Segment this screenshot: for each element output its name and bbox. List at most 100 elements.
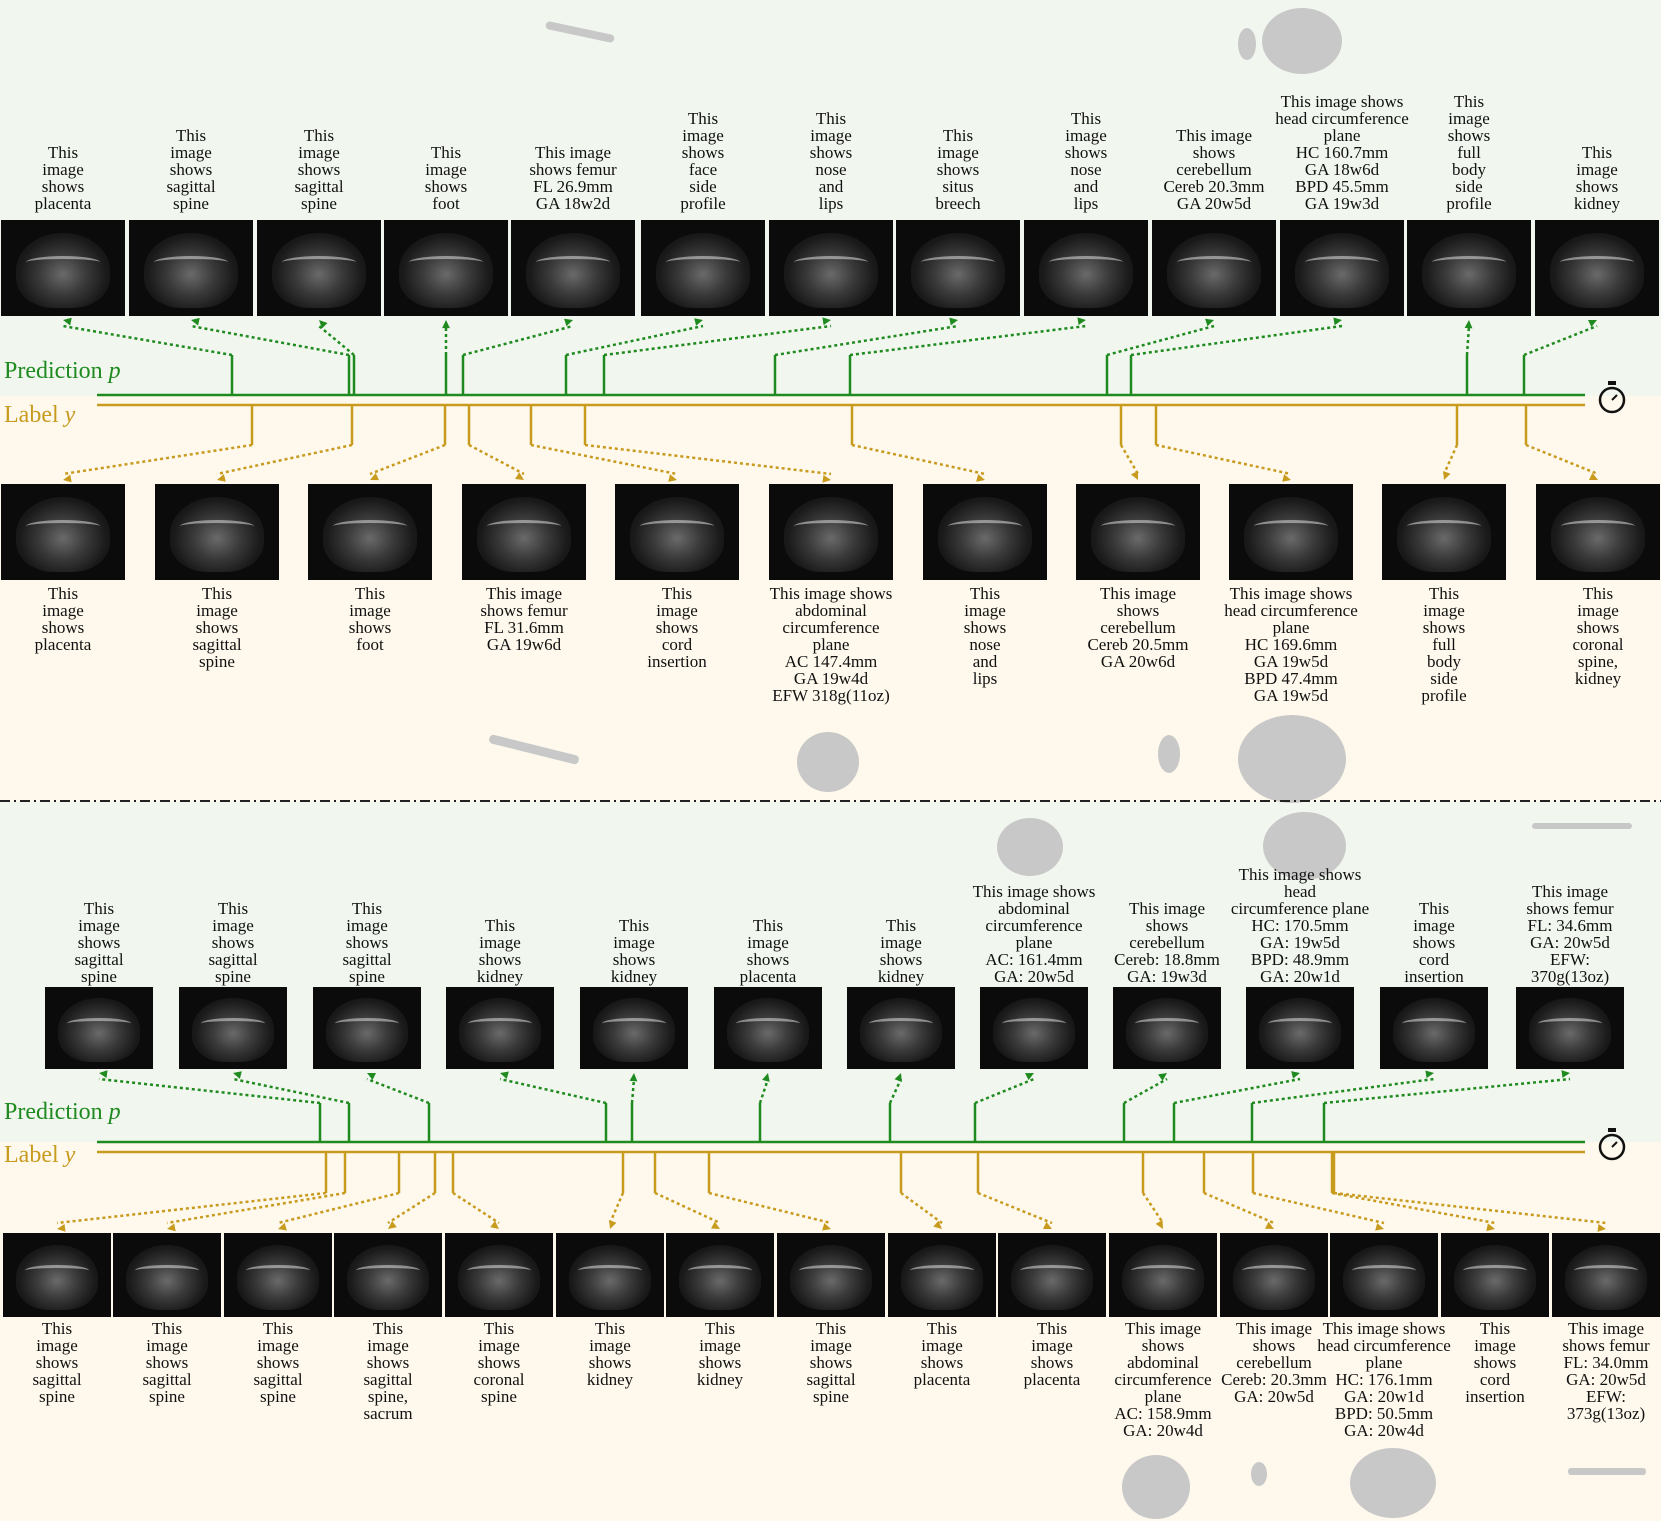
label-arrow xyxy=(1331,1191,1496,1225)
label-arrow xyxy=(977,1191,1053,1225)
prediction-ultrasound-image xyxy=(714,987,822,1069)
label-ultrasound-image xyxy=(1382,484,1506,580)
arrow-head xyxy=(370,473,379,481)
prediction-caption: This image shows foot xyxy=(424,143,468,213)
prediction-caption: This image shows head circumference plan… xyxy=(1230,865,1370,986)
label-ultrasound-image xyxy=(888,1233,996,1317)
arrow-head xyxy=(1043,1221,1052,1229)
head-mask-shape xyxy=(1263,812,1346,880)
prediction-legend-text: Prediction xyxy=(4,358,109,384)
prediction-arrow xyxy=(603,324,832,357)
label-arrow xyxy=(62,443,253,476)
arrow-head xyxy=(1291,1071,1300,1079)
label-caption: This image shows head circumference plan… xyxy=(1224,584,1358,705)
arrow-head xyxy=(822,317,831,326)
prediction-ultrasound-image xyxy=(1113,987,1221,1069)
prediction-legend-text: Prediction xyxy=(4,1099,109,1125)
prediction-arrow xyxy=(499,1077,607,1105)
arrow-head xyxy=(1025,1073,1034,1081)
arrow-head xyxy=(1561,1070,1570,1078)
cerebellum-mask-shape xyxy=(1158,735,1180,773)
label-arrow xyxy=(387,1191,436,1225)
prediction-ultrasound-image xyxy=(1535,220,1659,316)
arrow-head xyxy=(319,320,328,329)
prediction-ultrasound-image xyxy=(896,220,1020,316)
label-caption: This image shows cerebellum Cereb 20.5mm… xyxy=(1087,584,1189,671)
prediction-caption: This image shows placenta xyxy=(739,916,797,986)
label-legend-text: Label xyxy=(4,402,65,428)
label-legend: Label y xyxy=(4,402,75,429)
arrow-head xyxy=(217,474,226,482)
arrow-head xyxy=(1282,474,1291,482)
prediction-caption: This image shows head circumference plan… xyxy=(1275,92,1409,213)
label-caption: This image shows sagittal spine xyxy=(192,584,242,671)
arrow-head xyxy=(822,474,831,483)
arrow-head xyxy=(933,1220,942,1229)
arrow-head xyxy=(1425,1070,1434,1079)
label-arrow xyxy=(468,443,525,476)
head-mask-shape xyxy=(1262,8,1342,74)
label-ultrasound-image xyxy=(1109,1233,1217,1317)
label-arrow xyxy=(608,1192,625,1224)
label-caption: This image shows coronal spine, kidney xyxy=(1572,584,1624,688)
prediction-caption: This image shows placenta xyxy=(34,143,92,213)
arrow-head xyxy=(1077,317,1086,326)
label-arrow xyxy=(1252,1191,1385,1225)
arrow-head xyxy=(976,474,985,482)
label-arrow xyxy=(56,1191,327,1225)
label-ultrasound-image xyxy=(1229,484,1353,580)
label-caption: This image shows abdominal circumference… xyxy=(1114,1319,1212,1440)
prediction-arrow xyxy=(888,1078,903,1104)
label-caption: This image shows coronal spine xyxy=(473,1319,525,1406)
prediction-arrow xyxy=(1523,324,1598,357)
prediction-ultrasound-image xyxy=(511,220,635,316)
prediction-arrow xyxy=(462,324,574,357)
arrow-head xyxy=(63,317,72,326)
arrow-head xyxy=(233,1071,242,1079)
prediction-caption: This image shows full body side profile xyxy=(1446,92,1492,213)
prediction-ultrasound-image xyxy=(313,987,421,1069)
label-caption: This image shows kidney xyxy=(696,1319,744,1389)
prediction-caption: This image shows sagittal spine xyxy=(294,126,344,213)
prediction-arrow xyxy=(1323,1077,1571,1105)
prediction-ultrasound-image xyxy=(580,987,688,1069)
abdomen-mask-shape xyxy=(1122,1455,1190,1519)
label-ultrasound-image xyxy=(1076,484,1200,580)
prediction-ultrasound-image xyxy=(257,220,381,316)
prediction-caption: This image shows face side profile xyxy=(680,109,726,213)
label-ultrasound-image xyxy=(3,1233,111,1317)
prediction-arrow xyxy=(1123,1077,1168,1105)
label-arrow xyxy=(584,443,832,476)
arrow-head xyxy=(1597,1224,1606,1232)
prediction-caption: This image shows kidney xyxy=(476,916,524,986)
label-arrow xyxy=(1203,1191,1275,1225)
arrow-head xyxy=(1375,1223,1384,1231)
prediction-ultrasound-image xyxy=(1380,987,1488,1069)
label-arrow xyxy=(708,1191,832,1225)
prediction-arrow xyxy=(190,324,350,357)
prediction-ultrasound-image xyxy=(641,220,765,316)
stopwatch-icon xyxy=(1598,1128,1626,1161)
label-legend-text: Label xyxy=(4,1142,65,1168)
label-ultrasound-image xyxy=(666,1233,774,1317)
prediction-arrow xyxy=(62,324,233,357)
label-caption: This image shows head circumference plan… xyxy=(1317,1319,1451,1440)
label-caption: This image shows placenta xyxy=(1023,1319,1081,1389)
label-arrow xyxy=(1442,444,1459,475)
head-mask-shape xyxy=(1350,1448,1436,1518)
label-caption: This image shows placenta xyxy=(34,584,92,654)
label-ultrasound-image xyxy=(615,484,739,580)
femur-mask-shape xyxy=(1532,823,1632,829)
label-legend: Label y xyxy=(4,1142,75,1169)
prediction-caption: This image shows kidney xyxy=(610,916,658,986)
prediction-caption: This image shows sagittal spine xyxy=(208,899,258,986)
prediction-arrow xyxy=(318,325,355,356)
arrow-head xyxy=(1333,317,1342,326)
arrow-head xyxy=(1130,471,1138,480)
arrow-head xyxy=(191,317,200,326)
label-caption: This image shows cord insertion xyxy=(1465,1319,1525,1406)
arrow-head xyxy=(894,1073,902,1082)
prediction-arrow xyxy=(974,1077,1035,1105)
head-mask-shape xyxy=(1238,715,1346,803)
label-arrow xyxy=(452,1191,500,1225)
